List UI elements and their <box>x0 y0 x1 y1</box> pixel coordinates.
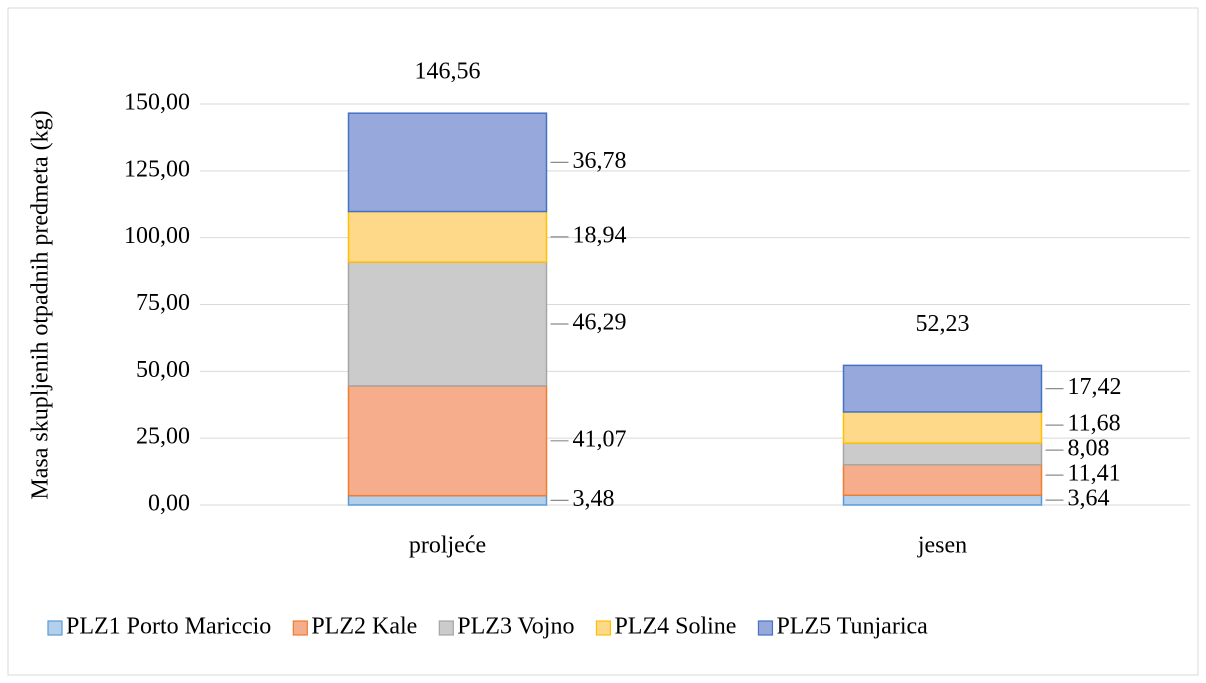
bar-segment <box>842 442 1043 466</box>
value-label: 17,42 <box>1068 374 1122 400</box>
bar-segment <box>347 261 548 387</box>
chart-border <box>7 7 1199 676</box>
y-tick-label: 25,00 <box>136 424 190 450</box>
bar-segment <box>347 494 548 506</box>
value-label: 11,41 <box>1068 461 1121 487</box>
value-label: 3,48 <box>573 486 615 512</box>
bar-segment <box>347 112 548 213</box>
legend-swatch <box>47 620 63 636</box>
x-tick-label: jesen <box>917 533 967 559</box>
value-label: 41,07 <box>573 426 627 452</box>
y-tick-label: 150,00 <box>124 90 190 116</box>
legend-label: PLZ5 Tunjarica <box>776 614 928 640</box>
y-tick-label: 100,00 <box>124 223 190 249</box>
legend-swatch <box>757 620 774 636</box>
value-label: 8,08 <box>1068 436 1110 462</box>
value-label: 3,64 <box>1068 486 1110 512</box>
y-tick-label: 50,00 <box>136 357 190 383</box>
y-tick-label: 125,00 <box>124 156 190 182</box>
value-label: 18,94 <box>573 222 627 248</box>
y-tick-label: 0,00 <box>148 491 190 517</box>
legend-swatch <box>438 620 454 636</box>
bar-segment <box>347 385 548 497</box>
legend-swatch <box>595 620 612 636</box>
value-label: 46,29 <box>573 310 627 336</box>
bar-segment <box>347 210 548 263</box>
legend-swatch <box>292 620 308 636</box>
x-tick-label: proljeće <box>409 533 486 559</box>
legend-label: PLZ3 Vojno <box>457 614 574 640</box>
bar-segment <box>842 464 1043 497</box>
y-tick-label: 75,00 <box>136 290 190 316</box>
legend-label: PLZ1 Porto Mariccio <box>66 614 271 640</box>
bar-segment <box>842 411 1043 444</box>
bar-segment <box>842 364 1043 413</box>
total-label: 52,23 <box>916 311 970 337</box>
bar-segment <box>842 494 1043 506</box>
total-label: 146,56 <box>415 59 481 85</box>
legend-label: PLZ4 Soline <box>614 614 736 640</box>
value-label: 11,68 <box>1068 411 1121 437</box>
y-axis-title: Masa skupljenih otpadnih predmeta (kg) <box>28 110 54 499</box>
value-label: 36,78 <box>573 148 627 174</box>
legend-label: PLZ2 Kale <box>311 614 417 640</box>
